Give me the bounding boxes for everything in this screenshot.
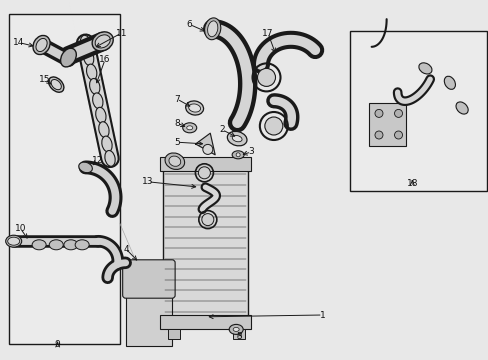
Text: 18: 18 (406, 179, 417, 188)
Bar (368, 103, 405, 146)
Ellipse shape (36, 39, 47, 51)
Ellipse shape (188, 104, 200, 112)
Text: 16: 16 (99, 55, 111, 64)
Bar (160, 315, 251, 329)
Ellipse shape (186, 126, 192, 130)
Text: 9: 9 (55, 341, 61, 349)
Text: 5: 5 (174, 138, 180, 147)
Ellipse shape (49, 240, 63, 250)
Text: 3: 3 (248, 148, 254, 156)
Text: 3: 3 (236, 332, 242, 341)
Bar (160, 157, 251, 171)
Ellipse shape (444, 76, 454, 89)
Ellipse shape (236, 153, 240, 157)
Text: 4: 4 (123, 245, 129, 253)
Ellipse shape (394, 131, 402, 139)
Bar (167, 329, 180, 339)
Ellipse shape (374, 109, 382, 117)
Ellipse shape (80, 35, 91, 51)
Text: 13: 13 (142, 177, 154, 186)
Ellipse shape (8, 237, 20, 245)
Ellipse shape (92, 93, 103, 109)
Ellipse shape (104, 150, 115, 166)
Ellipse shape (33, 36, 50, 54)
Ellipse shape (185, 101, 203, 115)
Ellipse shape (92, 32, 113, 51)
Ellipse shape (374, 131, 382, 139)
Bar (233, 329, 245, 339)
Bar (163, 169, 248, 317)
Ellipse shape (165, 153, 184, 170)
Ellipse shape (96, 107, 106, 123)
Ellipse shape (102, 136, 112, 152)
Bar (125, 288, 172, 346)
Text: 1: 1 (319, 310, 325, 320)
Ellipse shape (6, 235, 21, 247)
Text: 12: 12 (92, 156, 103, 165)
Text: 11: 11 (115, 29, 127, 38)
Ellipse shape (264, 117, 282, 135)
Ellipse shape (204, 18, 221, 40)
Ellipse shape (257, 68, 275, 86)
Ellipse shape (75, 240, 89, 250)
Text: 2: 2 (219, 125, 224, 134)
Text: 10: 10 (15, 224, 26, 233)
Ellipse shape (89, 78, 100, 94)
Ellipse shape (83, 50, 94, 66)
Text: 15: 15 (39, 75, 51, 84)
Ellipse shape (51, 80, 61, 90)
Text: 8: 8 (174, 119, 180, 128)
Ellipse shape (232, 151, 244, 159)
Text: 6: 6 (186, 20, 192, 29)
Ellipse shape (455, 102, 467, 114)
FancyBboxPatch shape (122, 260, 175, 298)
Ellipse shape (95, 35, 110, 48)
Text: 17: 17 (262, 29, 273, 38)
Ellipse shape (418, 63, 431, 74)
Ellipse shape (32, 240, 46, 250)
Ellipse shape (99, 122, 109, 138)
Bar (9, 14, 120, 344)
Ellipse shape (232, 135, 242, 142)
Ellipse shape (233, 327, 239, 332)
Ellipse shape (168, 156, 181, 166)
Text: 7: 7 (174, 95, 180, 104)
Ellipse shape (79, 162, 92, 173)
Ellipse shape (86, 64, 97, 80)
Ellipse shape (48, 77, 64, 92)
Ellipse shape (183, 123, 196, 133)
Ellipse shape (61, 48, 76, 67)
Ellipse shape (229, 324, 243, 334)
Ellipse shape (207, 21, 217, 37)
Text: 14: 14 (13, 38, 24, 47)
Ellipse shape (198, 167, 210, 179)
Ellipse shape (64, 240, 78, 250)
Ellipse shape (202, 213, 213, 226)
Polygon shape (195, 133, 215, 155)
Ellipse shape (227, 131, 246, 146)
Ellipse shape (394, 109, 402, 117)
Ellipse shape (203, 144, 212, 154)
Bar (349, 31, 486, 191)
